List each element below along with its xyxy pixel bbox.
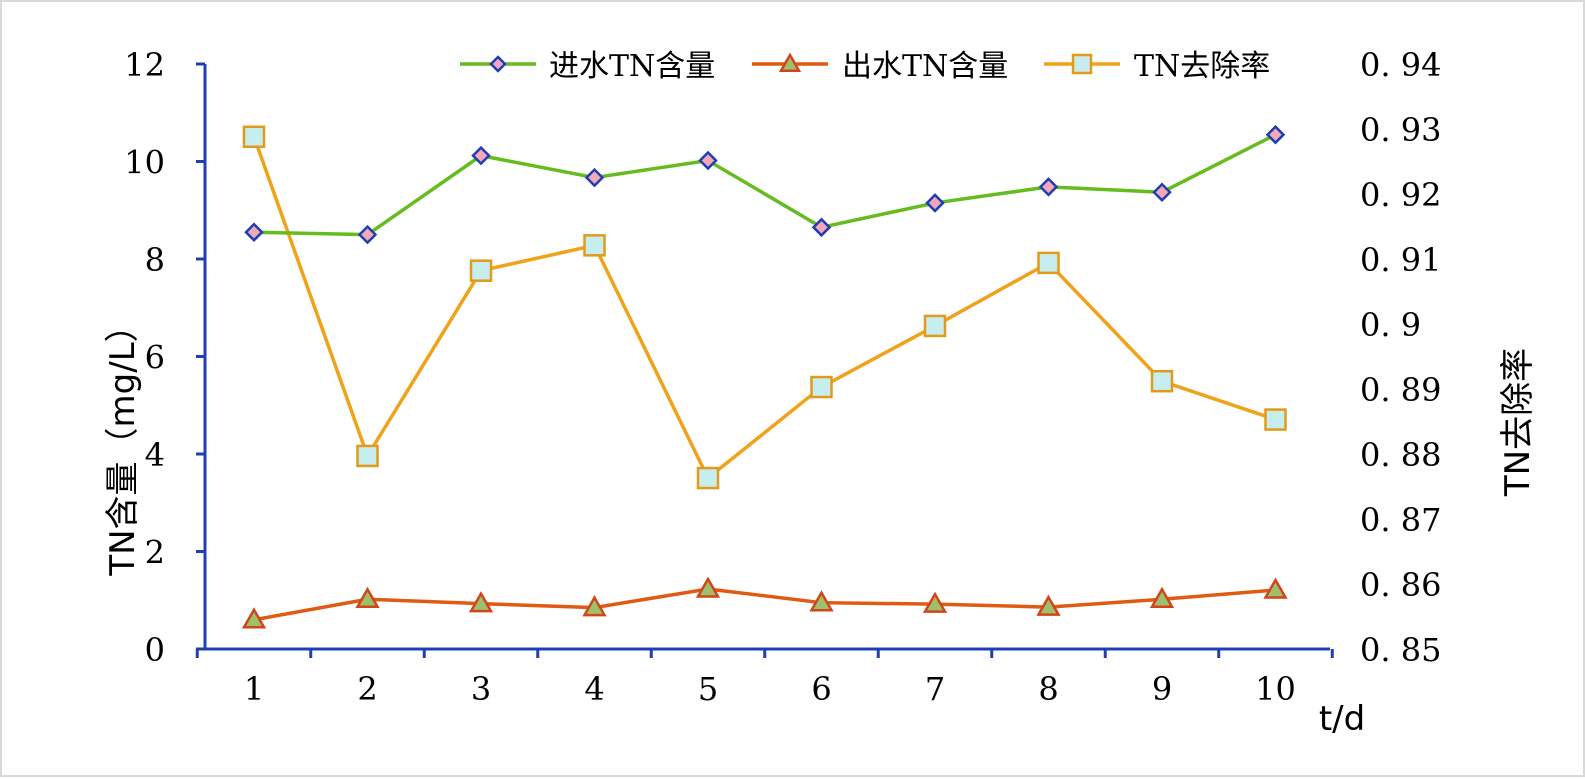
tn-removal-rate-point [1264, 408, 1287, 431]
effluent-tn-point [582, 595, 607, 617]
tn-removal-rate-point [810, 375, 833, 399]
y-right-tick-label: 0. 94 [1360, 46, 1441, 84]
tn-removal-rate-point [696, 466, 720, 490]
influent-tn-point [584, 167, 605, 188]
effluent-tn-point [1036, 594, 1061, 616]
y-right-tick-label: 0. 86 [1360, 566, 1441, 604]
influent-tn-line [253, 133, 1277, 237]
legend-label: 出水TN含量 [842, 49, 1008, 84]
tn-removal-rate-point [923, 314, 947, 338]
influent-tn-point [1038, 177, 1059, 197]
effluent-tn-point [241, 607, 267, 629]
right-axis-tick-labels: 0. 85 0. 86 0. 87 0. 88 0. 89 0. 9 0. 91 0. 92 0… [1360, 46, 1441, 669]
tn-removal-rate-point [356, 444, 379, 468]
x-axis-tick-labels: 1 2 3 4 5 6 7 8 9 10 [244, 670, 1296, 708]
x-tick-label: 6 [811, 670, 831, 708]
y-right-tick-label: 0. 89 [1360, 371, 1441, 409]
x-tick-label: 4 [584, 670, 604, 708]
tn-removal-rate-line [252, 136, 1277, 481]
effluent-tn-line [253, 587, 1276, 622]
y-left-tick-label: 8 [145, 241, 165, 279]
x-tick-label: 5 [698, 670, 718, 708]
effluent-tn-point [355, 586, 380, 609]
legend: 进水TN含量 出水TN含量 TN去除率 [460, 49, 1270, 84]
tn-removal-rate-point [469, 259, 493, 282]
tn-removal-rate-point [1037, 251, 1060, 275]
legend-swatch-marker [489, 55, 507, 73]
series-influent-tn [244, 124, 1286, 245]
y-right-tick-label: 0. 91 [1360, 241, 1441, 279]
effluent-tn-point [1263, 577, 1288, 599]
influent-tn-point [1152, 182, 1172, 202]
legend-item-effluent-tn: 出水TN含量 [752, 49, 1008, 84]
y-right-tick-label: 0. 92 [1360, 176, 1441, 214]
influent-tn-point [811, 217, 832, 238]
legend-swatch-marker [1071, 53, 1093, 75]
effluent-tn-point [922, 591, 948, 613]
x-axis-title: t/d [1319, 699, 1365, 739]
x-tick-label: 7 [925, 670, 945, 708]
x-tick-label: 10 [1255, 670, 1296, 708]
legend-item-tn-removal-rate: TN去除率 [1044, 49, 1270, 84]
axes [195, 62, 1334, 658]
y-left-tick-label: 2 [145, 534, 165, 572]
legend-label: 进水TN含量 [549, 49, 715, 84]
y-right-tick-label: 0. 93 [1360, 111, 1441, 149]
x-tick-label: 2 [357, 670, 377, 708]
x-tick-label: 3 [471, 670, 491, 708]
effluent-tn-point [809, 590, 834, 612]
legend-swatch-marker [778, 52, 802, 72]
influent-tn-point [357, 224, 378, 245]
y-right-tick-label: 0. 9 [1360, 306, 1421, 344]
effluent-tn-point [1149, 586, 1175, 609]
y-left-tick-label: 0 [145, 631, 165, 669]
influent-tn-point [925, 193, 945, 213]
y-left-tick-label: 6 [145, 339, 165, 377]
y-right-tick-label: 0. 87 [1360, 501, 1441, 539]
series-layer [241, 124, 1288, 629]
x-tick-label: 8 [1038, 670, 1058, 708]
influent-tn-point [471, 145, 491, 166]
x-tick-label: 9 [1152, 670, 1172, 708]
effluent-tn-point [695, 576, 721, 598]
left-axis-tick-labels: 0 2 4 6 8 10 12 [124, 46, 165, 669]
x-tick-label: 1 [244, 670, 264, 708]
y-axis-left-title: TN含量（mg/L） [103, 308, 143, 576]
series-effluent-tn [241, 576, 1288, 629]
y-left-tick-label: 12 [124, 46, 165, 84]
effluent-tn-point [468, 591, 494, 613]
influent-tn-point [698, 150, 718, 171]
legend-label: TN去除率 [1134, 49, 1270, 84]
tn-removal-rate-point [1150, 369, 1174, 393]
legend-item-influent-tn: 进水TN含量 [460, 49, 715, 84]
y-left-tick-label: 4 [145, 436, 165, 474]
y-left-tick-label: 10 [124, 144, 165, 182]
tn-removal-rate-point [242, 125, 266, 149]
influent-tn-point [244, 222, 264, 242]
series-tn-removal-rate [242, 125, 1287, 490]
y-right-tick-label: 0. 85 [1360, 631, 1441, 669]
y-axis-right-title: TN去除率 [1498, 348, 1538, 497]
y-right-tick-label: 0. 88 [1360, 436, 1441, 474]
influent-tn-point [1265, 124, 1286, 145]
tn-removal-rate-point [583, 234, 606, 257]
